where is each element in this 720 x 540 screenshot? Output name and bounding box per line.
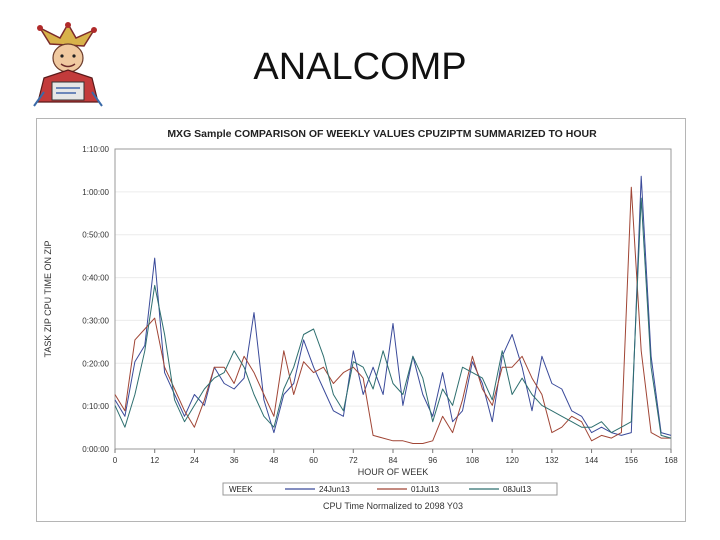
x-tick-label: 36 [230, 456, 239, 465]
x-tick-label: 48 [269, 456, 278, 465]
y-tick-label: 0:20:00 [82, 359, 109, 368]
y-tick-label: 0:00:00 [82, 445, 109, 454]
x-tick-label: 60 [309, 456, 318, 465]
y-tick-label: 1:10:00 [82, 145, 109, 154]
legend-entry: 08Jul13 [503, 485, 532, 494]
x-tick-label: 84 [389, 456, 398, 465]
slide-title: ANALCOMP [253, 46, 467, 88]
x-tick-label: 108 [466, 456, 480, 465]
line-chart: MXG Sample COMPARISON OF WEEKLY VALUES C… [43, 128, 678, 511]
x-tick-label: 12 [150, 456, 159, 465]
chart-footnote: CPU Time Normalized to 2098 Y03 [323, 501, 463, 511]
chart-frame: MXG Sample COMPARISON OF WEEKLY VALUES C… [36, 118, 686, 522]
legend-title: WEEK [229, 485, 253, 494]
x-tick-label: 24 [190, 456, 199, 465]
y-tick-label: 0:30:00 [82, 316, 109, 325]
x-tick-label: 156 [625, 456, 639, 465]
x-tick-label: 72 [349, 456, 358, 465]
legend: WEEK 24Jun13 01Jul13 08Jul13 [222, 482, 558, 496]
series-line-1 [114, 175, 672, 436]
series-line-2 [114, 186, 671, 444]
legend-entry: 01Jul13 [411, 485, 440, 494]
x-tick-label: 168 [664, 456, 678, 465]
y-tick-label: 0:50:00 [82, 231, 109, 240]
series-line-3 [114, 197, 672, 439]
x-tick-label: 0 [113, 456, 118, 465]
y-tick-label: 0:40:00 [82, 274, 109, 283]
y-tick-label: 0:10:00 [82, 402, 109, 411]
jester-logo-icon [33, 22, 103, 107]
y-tick-label: 1:00:00 [82, 188, 109, 197]
y-axis-label: TASK ZIP CPU TIME ON ZIP [43, 240, 53, 357]
plot-area [114, 148, 672, 450]
x-axis-label: HOUR OF WEEK [358, 467, 429, 477]
legend-entry: 24Jun13 [319, 485, 350, 494]
x-tick-label: 120 [505, 456, 519, 465]
x-tick-label: 96 [428, 456, 437, 465]
x-tick-label: 144 [585, 456, 599, 465]
chart-title: MXG Sample COMPARISON OF WEEKLY VALUES C… [167, 128, 597, 140]
x-tick-label: 132 [545, 456, 559, 465]
